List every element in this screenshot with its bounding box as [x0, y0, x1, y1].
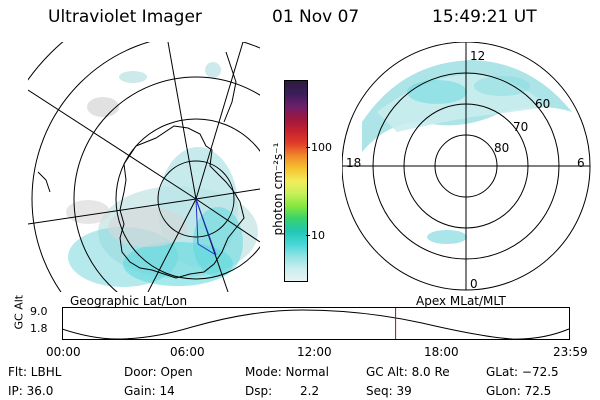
glat-info: GLat: −72.5 — [486, 365, 559, 379]
colorbar-unit-label: photon cm⁻²s⁻¹ — [271, 142, 285, 236]
filter-info: Flt: LBHL — [8, 365, 62, 379]
magnetic-polar-plot — [342, 42, 591, 291]
continent-outline — [119, 125, 245, 279]
aurora-image-right — [362, 60, 572, 244]
altitude-timeline — [62, 307, 570, 340]
mlat-label-60: 60 — [535, 97, 551, 111]
geographic-map — [28, 42, 260, 292]
ip-info: IP: 36.0 — [8, 384, 54, 398]
colorbar-tick-10: 10 — [311, 229, 325, 242]
mlt-label-18: 18 — [346, 156, 362, 170]
altitude-curve — [62, 309, 570, 340]
door-info: Door: Open — [124, 365, 193, 379]
coast-fragment — [223, 51, 237, 123]
colorbar-tickmark — [306, 235, 310, 236]
timeline-axis-label: GC Alt — [12, 294, 26, 330]
mlt-label-6: 6 — [577, 156, 585, 170]
right-panel-caption: Apex MLat/MLT — [416, 294, 506, 308]
glon-info: GLon: 72.5 — [486, 384, 552, 398]
date-label: 01 Nov 07 — [272, 7, 360, 27]
timeline-ytick-low: 1.8 — [30, 322, 48, 335]
latitude-circles — [28, 42, 260, 292]
satellite-track — [195, 198, 217, 256]
aurora-image-left — [66, 62, 258, 287]
timeline-xtick-1200: 12:00 — [297, 345, 332, 359]
mlat-label-70: 70 — [513, 120, 529, 134]
timeline-ytick-high: 9.0 — [30, 305, 48, 318]
coast-fragment — [37, 171, 51, 193]
dsp-label: Dsp: — [245, 384, 273, 398]
seq-info: Seq: 39 — [366, 384, 412, 398]
mlat-label-80: 80 — [494, 141, 510, 155]
mlt-axes — [342, 42, 590, 290]
timeline-xtick-1800: 18:00 — [424, 345, 459, 359]
mode-info: Mode: Normal — [245, 365, 329, 379]
app-title: Ultraviolet Imager — [48, 7, 202, 27]
colorbar — [284, 80, 308, 282]
timeline-xtick-2359: 23:59 — [553, 345, 588, 359]
gain-info: Gain: 14 — [124, 384, 175, 398]
colorbar-tickmark — [306, 147, 310, 148]
colorbar-gradient — [285, 81, 307, 281]
mlt-label-0: 0 — [470, 277, 478, 291]
meridian-lines — [28, 42, 260, 292]
mlt-label-12: 12 — [470, 49, 486, 63]
left-panel-caption: Geographic Lat/Lon — [70, 294, 188, 308]
timeline-xtick-0000: 00:00 — [46, 345, 81, 359]
time-label: 15:49:21 UT — [432, 7, 537, 27]
gc-alt-info: GC Alt: 8.0 Re — [366, 365, 450, 379]
timeline-xtick-0600: 06:00 — [170, 345, 205, 359]
dsp-value: 2.2 — [300, 384, 320, 398]
colorbar-tick-100: 100 — [311, 141, 332, 154]
